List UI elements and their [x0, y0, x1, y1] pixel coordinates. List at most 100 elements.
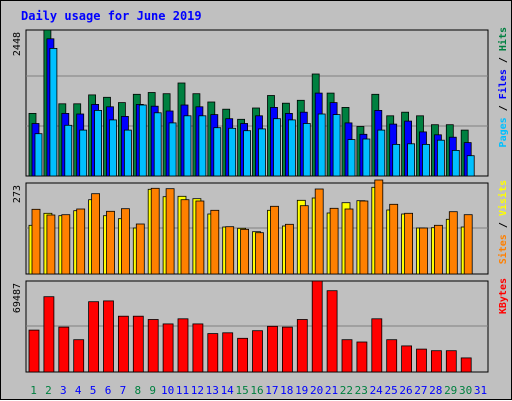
bar-sites-day-21: [329, 207, 339, 275]
bar-pages-day-18: [287, 119, 296, 177]
bar-kbytes-day-13: [207, 333, 219, 373]
bar-pages-day-17: [273, 118, 281, 177]
bar-kbytes-day-27: [416, 348, 427, 373]
bar-kbytes-day-6: [103, 300, 114, 373]
bar-sites-day-24: [374, 179, 384, 275]
bar-kbytes-day-11: [177, 318, 189, 373]
bar-sites-day-27: [419, 227, 428, 275]
bar-kbytes-day-18: [281, 326, 293, 373]
bar-pages-day-15: [243, 130, 252, 177]
bar-pages-day-2: [49, 48, 58, 177]
bar-pages-day-29: [451, 149, 460, 177]
bar-pages-day-1: [34, 133, 43, 177]
x-tick-label-day-21: 21: [325, 384, 338, 397]
bar-pages-day-21: [332, 114, 341, 177]
x-tick-label-day-9: 9: [149, 384, 156, 397]
x-tick-label-day-27: 27: [414, 384, 427, 397]
x-tick-label-day-26: 26: [399, 384, 412, 397]
bar-kbytes-day-22: [341, 339, 353, 373]
bar-kbytes-day-15: [237, 337, 249, 373]
bar-sites-day-10: [165, 188, 175, 275]
bar-kbytes-day-9: [147, 319, 159, 373]
x-tick-label-day-13: 13: [206, 384, 219, 397]
bar-kbytes-day-12: [192, 323, 204, 373]
bar-pages-day-28: [436, 139, 445, 177]
legend-hits-files-pages: Pages / Files / Hits: [497, 27, 509, 147]
bar-pages-day-7: [124, 129, 132, 177]
x-tick-label-day-6: 6: [105, 384, 112, 397]
x-tick-label-day-12: 12: [191, 384, 204, 397]
legend-visits-sites: Sites / Visits: [497, 180, 509, 264]
bar-kbytes-day-8: [132, 315, 144, 373]
bar-pages-day-11: [183, 115, 192, 177]
legend-item-hits: Hits: [497, 27, 509, 51]
bar-sites-day-14: [225, 226, 235, 275]
bar-sites-day-2: [46, 214, 56, 275]
bar-kbytes-day-16: [252, 330, 263, 373]
x-tick-label-day-7: 7: [120, 384, 127, 397]
bar-sites-day-22: [344, 208, 354, 275]
bar-sites-day-3: [61, 214, 71, 275]
x-tick-label-day-28: 28: [429, 384, 442, 397]
bar-kbytes-day-19: [296, 319, 308, 373]
x-tick-label-day-8: 8: [134, 384, 141, 397]
bar-pages-day-16: [258, 128, 266, 177]
x-tick-label-day-19: 19: [295, 384, 308, 397]
x-tick-label-day-25: 25: [384, 384, 397, 397]
bar-sites-day-17: [270, 205, 279, 275]
panel-kbytes: 69487 KBytes: [12, 278, 509, 373]
bar-pages-day-9: [153, 112, 162, 177]
bar-kbytes-day-5: [88, 301, 99, 373]
x-tick-label-day-5: 5: [90, 384, 97, 397]
bar-sites-day-8: [135, 223, 145, 275]
bar-sites-day-28: [433, 224, 443, 275]
x-tick-label-day-30: 30: [459, 384, 472, 397]
bar-kbytes-day-21: [326, 290, 338, 373]
bar-pages-day-3: [64, 124, 73, 177]
bar-sites-day-13: [210, 209, 220, 275]
bar-sites-day-4: [76, 208, 86, 275]
bar-sites-day-26: [404, 212, 414, 275]
bar-pages-day-10: [168, 122, 177, 177]
x-tick-label-day-14: 14: [221, 384, 235, 397]
chart-title: Daily usage for June 2019: [21, 9, 202, 23]
y-axis-max-label-hits-files-pages: 2448: [12, 32, 23, 56]
bar-pages-day-12: [198, 115, 207, 177]
bar-sites-day-9: [150, 187, 160, 275]
legend-item-sites: Sites: [497, 234, 509, 264]
bar-sites-day-20: [314, 188, 324, 275]
bar-kbytes-day-23: [356, 341, 368, 373]
x-tick-label-day-2: 2: [45, 384, 52, 397]
bar-pages-day-26: [407, 143, 416, 177]
bar-sites-day-16: [255, 232, 264, 275]
bar-sites-day-12: [195, 200, 205, 275]
bar-pages-day-6: [109, 119, 117, 177]
legend-separator: /: [498, 51, 509, 69]
bar-kbytes-day-30: [460, 357, 472, 373]
x-tick-label-day-15: 15: [235, 384, 248, 397]
bar-sites-day-15: [240, 228, 250, 275]
panel-visits-sites: 273 Sites / Visits: [12, 179, 509, 275]
bar-kbytes-day-1: [28, 329, 40, 373]
x-tick-label-day-3: 3: [60, 384, 67, 397]
x-tick-label-day-1: 1: [30, 384, 37, 397]
x-tick-label-day-31: 31: [474, 384, 487, 397]
bar-kbytes-day-3: [58, 326, 70, 373]
bar-kbytes-day-14: [222, 332, 234, 373]
x-tick-label-day-29: 29: [444, 384, 457, 397]
bar-pages-day-27: [422, 143, 430, 177]
x-tick-label-day-18: 18: [280, 384, 293, 397]
bar-kbytes-day-4: [73, 339, 85, 373]
legend-item-files: Files: [497, 69, 509, 99]
bar-pages-day-5: [94, 110, 102, 177]
bar-pages-day-25: [392, 143, 401, 177]
y-axis-max-label-visits-sites: 273: [12, 185, 23, 203]
bar-kbytes-day-25: [386, 339, 398, 373]
bar-pages-day-24: [377, 129, 386, 177]
bar-pages-day-4: [79, 129, 88, 177]
bar-pages-day-22: [347, 139, 356, 177]
y-axis-max-label-kbytes: 69487: [12, 283, 23, 313]
x-tick-label-day-20: 20: [310, 384, 323, 397]
bar-pages-day-13: [213, 127, 222, 177]
